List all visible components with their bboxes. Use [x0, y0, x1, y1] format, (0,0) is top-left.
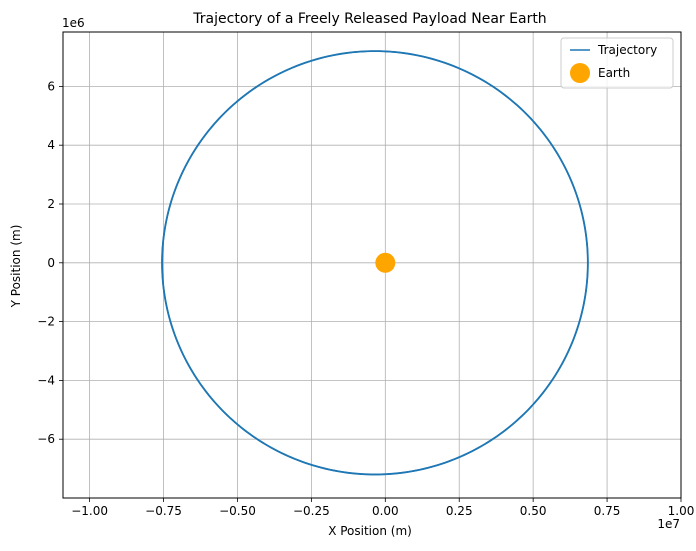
legend-trajectory-label: Trajectory	[597, 43, 657, 57]
x-tick-label: −1.00	[71, 504, 108, 518]
x-tick-label: 0.75	[594, 504, 621, 518]
plot-series	[161, 50, 589, 476]
y-tick-label: 6	[47, 79, 55, 93]
x-axis-label: X Position (m)	[328, 524, 412, 538]
y-axis-label: Y Position (m)	[9, 225, 23, 309]
y-tick-label: −4	[37, 373, 55, 387]
y-tick-label: 4	[47, 138, 55, 152]
chart-title: Trajectory of a Freely Released Payload …	[192, 11, 546, 27]
legend-earth-label: Earth	[598, 66, 630, 80]
y-tick-label: 2	[47, 197, 55, 211]
earth-marker	[375, 252, 396, 273]
trajectory-line	[161, 50, 589, 476]
y-axis-ticks: −6 −4 −2 0 2 4 6	[37, 79, 63, 446]
x-tick-label: 1.00	[668, 504, 695, 518]
x-tick-label: 0.50	[520, 504, 547, 518]
x-tick-label: 0.25	[446, 504, 473, 518]
legend: Trajectory Earth	[560, 37, 674, 89]
y-axis-offset-label: 1e6	[62, 16, 85, 30]
y-tick-label: −6	[37, 432, 55, 446]
x-tick-label: −0.25	[293, 504, 330, 518]
x-tick-label: −0.50	[219, 504, 256, 518]
x-axis-offset-label: 1e7	[657, 517, 680, 531]
x-tick-label: 0.00	[372, 504, 399, 518]
x-axis-ticks: −1.00 −0.75 −0.50 −0.25 0.00 0.25 0.50 0.75 1.00	[71, 498, 694, 518]
x-tick-label: −0.75	[145, 504, 182, 518]
legend-earth-swatch	[570, 63, 590, 83]
y-tick-label: 0	[47, 256, 55, 270]
y-tick-label: −2	[37, 315, 55, 329]
plot-area-frame	[62, 31, 682, 499]
